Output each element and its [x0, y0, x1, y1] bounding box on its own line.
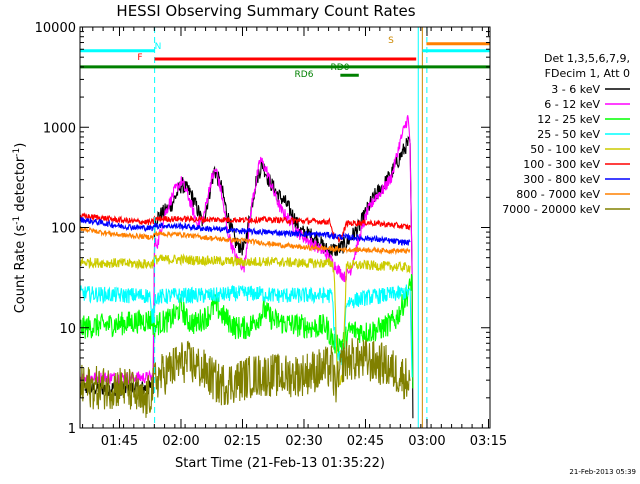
legend-label-50-100-kev: 50 - 100 keV	[530, 143, 600, 156]
legend-label-3-6-kev: 3 - 6 keV	[551, 83, 600, 96]
legend-label-300-800-kev: 300 - 800 keV	[523, 173, 600, 186]
date-stamp: 21-Feb-2013 05:39	[569, 468, 636, 476]
legend-entries: 3 - 6 keV 6 - 12 keV 12 - 25 keV 25 - 50 ke…	[502, 83, 630, 216]
legend-label-6-12-kev: 6 - 12 keV	[544, 98, 600, 111]
annotation-s: S	[388, 36, 394, 46]
annotation-rd0: RD0	[331, 63, 350, 73]
chart-title: HESSI Observing Summary Count Rates	[116, 2, 415, 20]
y-axis-label: Count Rate (s-1 detector-1)	[12, 143, 28, 314]
y-axis-label-sup2: -1	[12, 148, 22, 157]
legend-header-decimation: FDecim 1, Att 0	[545, 67, 630, 80]
y-axis-label-end: )	[13, 143, 28, 148]
series-line-300-800-kev	[80, 216, 411, 246]
series-line-25-50-kev	[80, 284, 413, 378]
legend-label-7000-20000-kev: 7000 - 20000 keV	[502, 203, 600, 216]
annotation-f: F	[137, 53, 142, 63]
x-tick-label: 03:00	[408, 434, 445, 449]
series-line-100-300-kev	[80, 212, 411, 243]
y-axis-label-mid: detector	[13, 156, 28, 216]
y-tick-label: 10	[59, 322, 76, 337]
series-line-800-7000-kev	[80, 225, 411, 256]
legend: Det 1,3,5,6,7,9, FDecim 1, Att 0 3 - 6 k…	[502, 52, 630, 216]
legend-label-12-25-kev: 12 - 25 keV	[537, 113, 600, 126]
plot-clip-group	[80, 27, 490, 428]
plot-area: N F RD0 RD6 S	[80, 27, 490, 428]
legend-label-100-300-kev: 100 - 300 keV	[523, 158, 600, 171]
y-axis-label-main: Count Rate (s	[13, 225, 28, 314]
axes: 1 10 100 1000 10000 01:45 02:00 02:15 02:30 02:45…	[35, 21, 508, 449]
series-line-7000-20000-kev	[80, 338, 411, 418]
legend-label-800-7000-kev: 800 - 7000 keV	[516, 188, 600, 201]
x-tick-label: 01:45	[101, 434, 138, 449]
x-tick-label: 02:45	[347, 434, 384, 449]
x-tick-label: 03:15	[470, 434, 507, 449]
legend-header-detectors: Det 1,3,5,6,7,9,	[544, 52, 630, 65]
x-axis-label: Start Time (21-Feb-13 01:35:22)	[175, 456, 385, 471]
legend-label-25-50-kev: 25 - 50 keV	[537, 128, 600, 141]
x-tick-label: 02:30	[285, 434, 322, 449]
x-tick-label: 02:15	[224, 434, 261, 449]
y-axis-label-sup1: -1	[12, 216, 22, 225]
series-line-50-100-kev	[80, 253, 411, 386]
y-tick-label: 100	[51, 222, 76, 237]
x-tick-label: 02:00	[162, 434, 199, 449]
annotation-rd6: RD6	[295, 70, 314, 80]
y-tick-label: 1000	[43, 121, 76, 136]
y-tick-label: 1	[68, 422, 76, 437]
annotation-n: N	[155, 42, 162, 52]
series-line-12-25-kev	[80, 273, 414, 389]
y-tick-label: 10000	[35, 21, 76, 36]
series-line-6-12-kev	[80, 115, 414, 385]
